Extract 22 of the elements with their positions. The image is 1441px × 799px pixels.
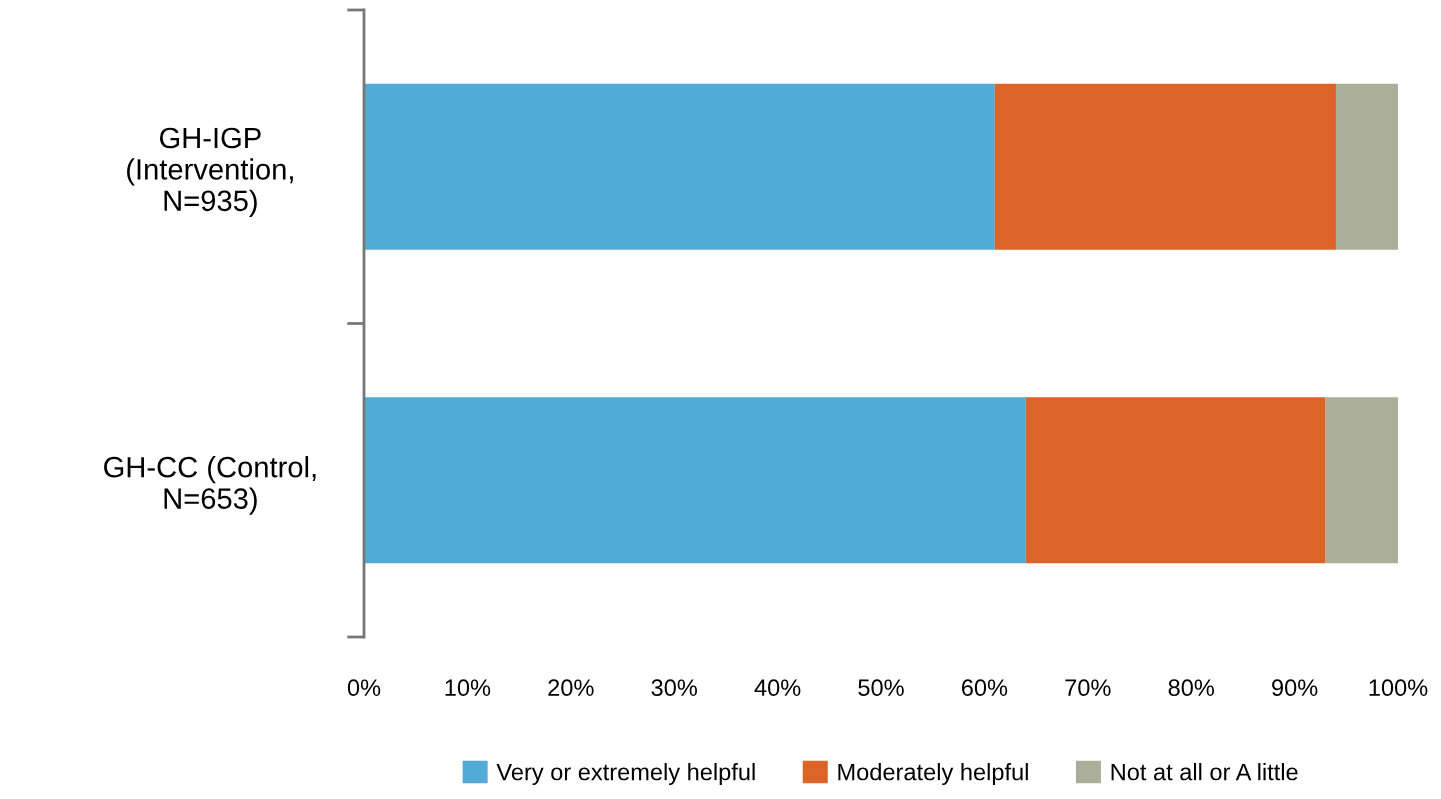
bar — [1335, 83, 1398, 250]
x-tick-label: 40% — [754, 679, 801, 697]
bar — [994, 83, 1336, 250]
y-tick-label: GH-CC (Control, N=653) — [104, 456, 316, 515]
legend-label: Moderately helpful — [838, 763, 1028, 786]
x-tick-label: 0% — [347, 679, 381, 697]
x-tick-label: 80% — [1168, 679, 1214, 697]
bar — [1025, 397, 1326, 564]
x-tick-label: 70% — [1065, 679, 1111, 697]
x-tick-label: 100% — [1369, 679, 1428, 697]
bar — [1325, 397, 1398, 564]
legend-label: Not at all or A little — [1111, 763, 1298, 781]
x-tick-label: 50% — [858, 679, 904, 697]
y-tick-label: GH-IGP (Intervention, N=935) — [127, 127, 293, 217]
x-tick-label: 10% — [445, 679, 491, 697]
bar — [364, 83, 995, 250]
x-tick-label: 30% — [651, 679, 697, 697]
bar — [364, 397, 1026, 564]
x-tick-label: 60% — [961, 679, 1008, 697]
x-tick-label: 20% — [548, 679, 594, 697]
x-tick-label: 90% — [1272, 679, 1318, 697]
legend-label: Very or extremely helpful — [496, 763, 755, 786]
